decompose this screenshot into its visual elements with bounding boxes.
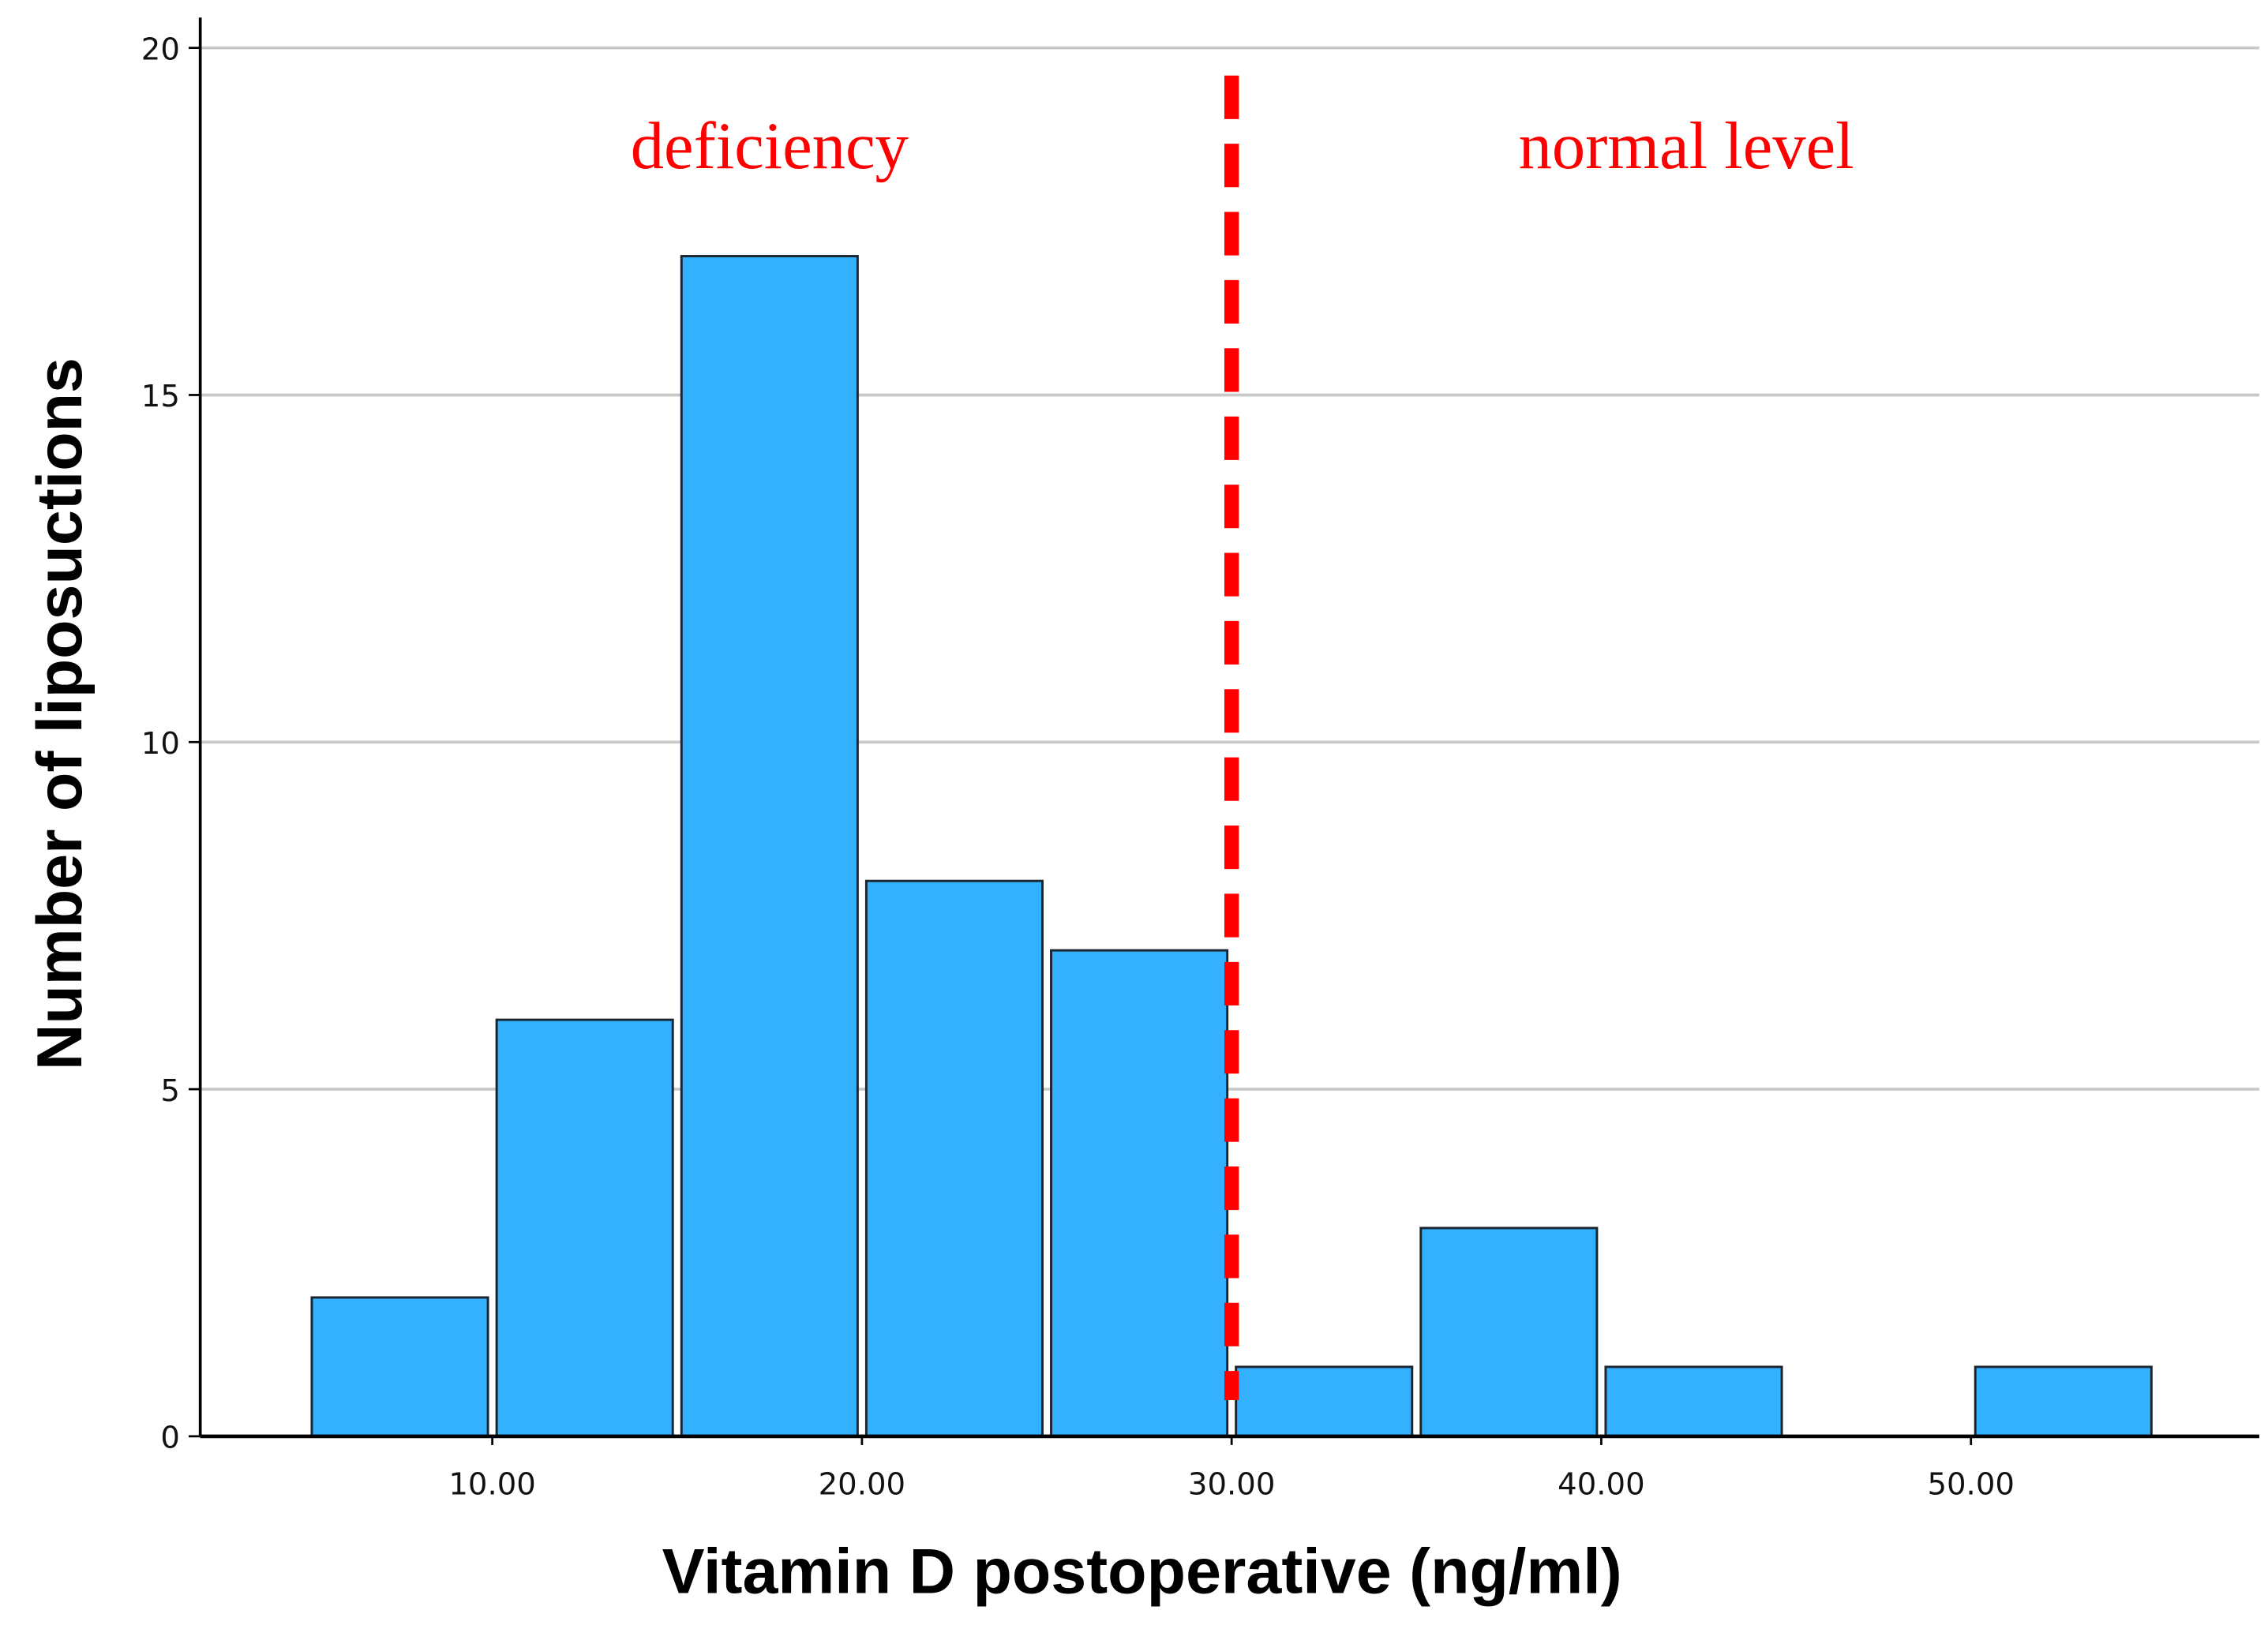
bar-30-35: [1235, 1365, 1414, 1438]
axes: [188, 17, 2259, 1445]
bar-20-25: [864, 879, 1044, 1438]
bar-5-10: [310, 1296, 489, 1438]
bar-50-55: [1974, 1365, 2153, 1438]
x-axis-label: Vitamin D postoperative (ng/ml): [662, 1536, 1622, 1607]
bar-25-30: [1050, 949, 1229, 1438]
bar-15-20: [680, 255, 859, 1438]
bar-10-15: [495, 1018, 674, 1438]
y-tick-label-20: 20: [141, 32, 180, 67]
x-tick-label-40: 40.00: [1558, 1466, 1645, 1502]
annotation-normal-level: normal level: [1519, 110, 1854, 183]
gridlines: [200, 46, 2259, 1091]
x-tick-label-50: 50.00: [1927, 1466, 2015, 1502]
bar-35-40: [1419, 1226, 1599, 1438]
y-tick-label-15: 15: [141, 379, 180, 414]
y-axis-label: Number of liposuctions: [24, 358, 96, 1070]
annotation-deficiency: deficiency: [631, 110, 909, 183]
y-tick-label-5: 5: [160, 1073, 180, 1109]
x-tick-label-20: 20.00: [819, 1466, 906, 1502]
bar-40-45: [1604, 1365, 1783, 1438]
y-tick-label-10: 10: [141, 726, 180, 762]
tick-labels: 0 5 10 15 20 10.00 20.00 30.00 40.00 50.00: [141, 32, 2015, 1502]
y-tick-label-0: 0: [160, 1421, 180, 1456]
bars: [310, 255, 2153, 1438]
x-tick-label-10: 10.00: [448, 1466, 536, 1502]
x-tick-label-30: 30.00: [1188, 1466, 1275, 1502]
